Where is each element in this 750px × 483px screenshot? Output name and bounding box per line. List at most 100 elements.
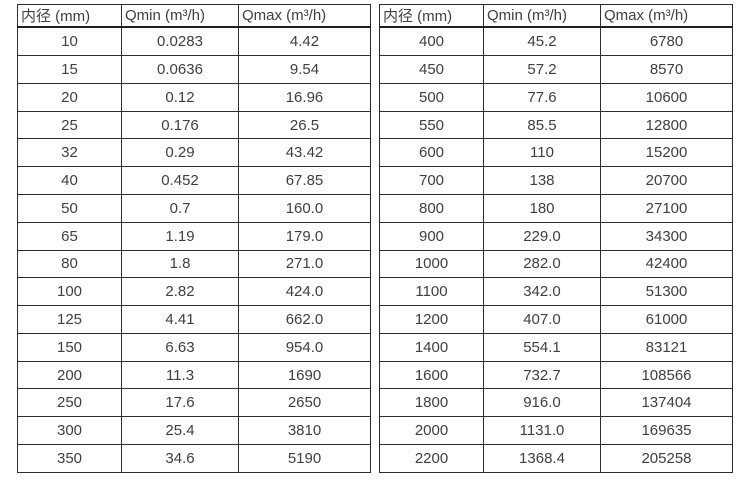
table-cell: 17.6	[121, 388, 239, 418]
table-cell: 25	[17, 110, 122, 140]
table-cell: 11.3	[121, 360, 239, 390]
table-row: 65 1.19 179.0	[17, 221, 371, 251]
table-cell: 550	[379, 110, 484, 140]
table-cell: 500	[379, 82, 484, 112]
table-cell: 282.0	[483, 249, 601, 279]
table-row: 500 77.6 10600	[379, 82, 733, 112]
table-cell: 1000	[379, 249, 484, 279]
table-cell: 916.0	[483, 388, 601, 418]
table-cell: 180	[483, 193, 601, 223]
table-cell: 0.0283	[121, 26, 239, 57]
table-row: 400 45.2 6780	[379, 26, 733, 57]
table-cell: 108566	[600, 360, 733, 390]
table-row: 450 57.2 8570	[379, 55, 733, 84]
table-row: 800 180 27100	[379, 193, 733, 223]
table-cell: 1800	[379, 388, 484, 418]
column-header: Qmax (m³/h)	[238, 4, 371, 28]
table-row: 20 0.12 16.96	[17, 82, 371, 112]
table-cell: 200	[17, 360, 122, 390]
table-cell: 450	[379, 55, 484, 84]
table-cell: 8570	[600, 55, 733, 84]
table-cell: 137404	[600, 388, 733, 418]
table-cell: 2650	[238, 388, 371, 418]
flow-spec-table-right: 内径 (mm) Qmin (m³/h) Qmax (m³/h) 400 45.2 6780…	[379, 4, 733, 473]
flow-spec-table-left: 内径 (mm) Qmin (m³/h) Qmax (m³/h) 10 0.0283 4.4…	[17, 4, 371, 473]
table-cell: 954.0	[238, 332, 371, 362]
table-cell: 6780	[600, 26, 733, 57]
table-cell: 16.96	[238, 82, 371, 112]
table-cell: 169635	[600, 416, 733, 445]
table-cell: 1200	[379, 305, 484, 334]
table-cell: 43.42	[238, 138, 371, 168]
table-cell: 20	[17, 82, 122, 112]
table-cell: 800	[379, 193, 484, 223]
table-row: 150 6.63 954.0	[17, 332, 371, 362]
column-header: 内径 (mm)	[17, 4, 122, 28]
table-row: 32 0.29 43.42	[17, 138, 371, 168]
table-cell: 83121	[600, 332, 733, 362]
table-row: 300 25.4 3810	[17, 416, 371, 445]
table-cell: 61000	[600, 305, 733, 334]
table-cell: 51300	[600, 277, 733, 307]
table-cell: 150	[17, 332, 122, 362]
table-row: 40 0.452 67.85	[17, 166, 371, 195]
table-row: 350 34.6 5190	[17, 444, 371, 473]
table-cell: 10600	[600, 82, 733, 112]
table-row: 100 2.82 424.0	[17, 277, 371, 307]
table-cell: 25.4	[121, 416, 239, 445]
table-cell: 125	[17, 305, 122, 334]
column-header: Qmax (m³/h)	[600, 4, 733, 28]
table-row: 1600 732.7 108566	[379, 360, 733, 390]
table-cell: 1.19	[121, 221, 239, 251]
table-cell: 160.0	[238, 193, 371, 223]
table-cell: 424.0	[238, 277, 371, 307]
table-row: 900 229.0 34300	[379, 221, 733, 251]
table-cell: 65	[17, 221, 122, 251]
column-header: 内径 (mm)	[379, 4, 484, 28]
table-cell: 1100	[379, 277, 484, 307]
table-cell: 32	[17, 138, 122, 168]
table-cell: 20700	[600, 166, 733, 195]
table-row: 15 0.0636 9.54	[17, 55, 371, 84]
table-cell: 77.6	[483, 82, 601, 112]
table-cell: 0.176	[121, 110, 239, 140]
table-cell: 732.7	[483, 360, 601, 390]
table-cell: 10	[17, 26, 122, 57]
table-cell: 2000	[379, 416, 484, 445]
table-row: 200 11.3 1690	[17, 360, 371, 390]
table-cell: 0.12	[121, 82, 239, 112]
table-cell: 34.6	[121, 444, 239, 473]
table-cell: 9.54	[238, 55, 371, 84]
table-cell: 271.0	[238, 249, 371, 279]
table-row: 2200 1368.4 205258	[379, 444, 733, 473]
table-cell: 45.2	[483, 26, 601, 57]
table-cell: 0.7	[121, 193, 239, 223]
table-row: 80 1.8 271.0	[17, 249, 371, 279]
table-cell: 900	[379, 221, 484, 251]
table-cell: 12800	[600, 110, 733, 140]
table-row: 125 4.41 662.0	[17, 305, 371, 334]
table-cell: 15200	[600, 138, 733, 168]
table-cell: 600	[379, 138, 484, 168]
table-cell: 34300	[600, 221, 733, 251]
table-cell: 26.5	[238, 110, 371, 140]
column-header: Qmin (m³/h)	[121, 4, 239, 28]
table-cell: 27100	[600, 193, 733, 223]
table-cell: 0.452	[121, 166, 239, 195]
table-cell: 6.63	[121, 332, 239, 362]
table-row: 1100 342.0 51300	[379, 277, 733, 307]
table-row: 250 17.6 2650	[17, 388, 371, 418]
table-cell: 57.2	[483, 55, 601, 84]
table-cell: 662.0	[238, 305, 371, 334]
table-cell: 2.82	[121, 277, 239, 307]
table-row: 1400 554.1 83121	[379, 332, 733, 362]
header-row: 内径 (mm) Qmin (m³/h) Qmax (m³/h)	[17, 4, 371, 28]
table-cell: 110	[483, 138, 601, 168]
table-row: 1200 407.0 61000	[379, 305, 733, 334]
table-cell: 2200	[379, 444, 484, 473]
table-cell: 229.0	[483, 221, 601, 251]
table-cell: 700	[379, 166, 484, 195]
table-cell: 179.0	[238, 221, 371, 251]
table-cell: 40	[17, 166, 122, 195]
